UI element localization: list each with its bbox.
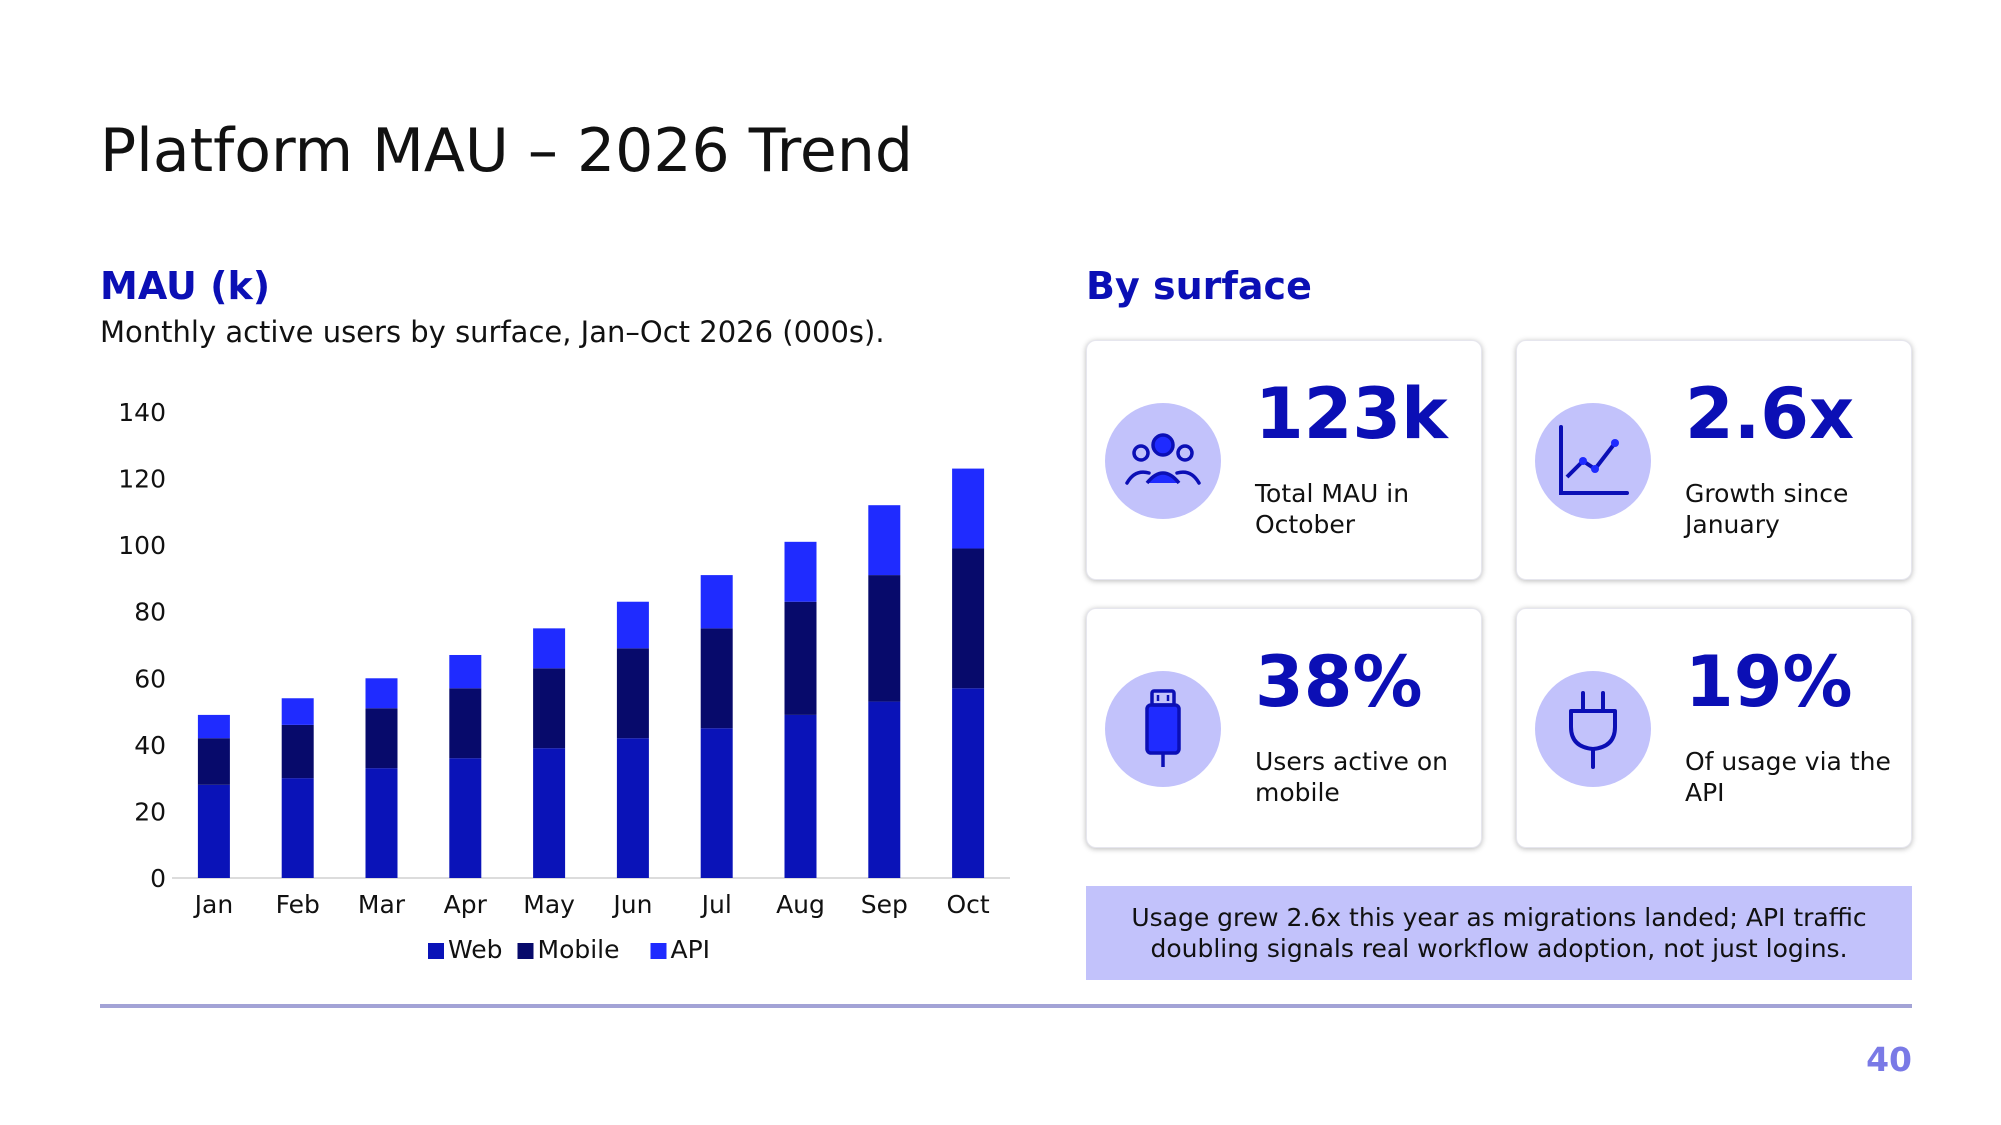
y-tick-label: 100 [118,531,166,560]
bar-web-jun [616,738,649,878]
x-tick-label: Oct [946,890,989,919]
bar-mobile-aug [784,601,817,715]
stat-card-api: 19% Of usage via the API [1516,608,1912,848]
footer-divider [100,1004,1912,1008]
cards-heading: By surface [1086,264,1312,308]
bar-web-mar [365,768,398,878]
stacked-bar-chart: 0 20 40 60 80 100 120 140 Jan Feb Mar Apr May Jun Jul A… [118,398,1010,964]
bar-api-oct [952,468,985,549]
x-tick-label: Apr [444,890,488,919]
legend-swatch-mobile [517,943,534,959]
legend-label-web: Web [448,935,503,964]
x-tick-label: Jun [611,890,652,919]
bar-mobile-apr [449,688,482,759]
stat-label: Users active on mobile [1255,747,1449,807]
bar-api-jul [700,575,733,629]
stat-card-mobile: 38% Users active on mobile [1086,608,1482,848]
x-tick-label: Jul [700,890,732,919]
stat-value: 19% [1685,641,1853,723]
bar-mobile-may [533,668,566,749]
y-tick-label: 120 [118,465,166,494]
bar-web-sep [868,701,901,878]
page-number: 40 [1866,1040,1912,1079]
chart-heading: MAU (k) [100,264,271,308]
bar-api-jan [197,714,230,739]
bar-api-may [533,628,566,669]
stat-value: 2.6x [1685,373,1855,455]
bar-mobile-jun [616,648,649,739]
bar-mobile-oct [952,548,985,689]
y-tick-label: 80 [134,598,166,627]
x-tick-label: Mar [358,890,406,919]
mobile-device-icon [1105,671,1221,787]
x-tick-label: Aug [776,890,825,919]
y-tick-label: 60 [134,664,166,693]
line-chart-icon [1535,403,1651,519]
chart-subtitle: Monthly active users by surface, Jan–Oct… [100,315,885,349]
legend-swatch-web [428,943,444,959]
bar-web-feb [281,778,314,878]
bar-mobile-jan [197,738,230,785]
stat-label: Of usage via the API [1685,747,1891,807]
bar-mobile-mar [365,708,398,769]
bar-web-jan [197,784,230,878]
stat-card-total-mau: 123k Total MAU in October [1086,340,1482,580]
stat-label: Growth since January [1685,479,1849,539]
stat-card-growth: 2.6x Growth since January [1516,340,1912,580]
bar-mobile-feb [281,724,314,779]
legend-label-api: API [671,935,711,964]
insight-callout: Usage grew 2.6x this year as migrations … [1086,886,1912,980]
stat-label: Total MAU in October [1255,479,1410,539]
bar-web-may [533,748,566,878]
legend-label-mobile: Mobile [538,935,620,964]
x-tick-label: Feb [276,890,320,919]
bar-api-feb [281,698,314,725]
slide-title: Platform MAU – 2026 Trend [100,116,913,186]
bar-web-aug [784,714,817,878]
bar-web-jul [700,728,733,878]
bar-mobile-sep [868,575,901,702]
legend-swatch-api [650,943,667,959]
y-tick-label: 140 [118,398,166,427]
y-tick-label: 0 [150,864,166,893]
x-tick-label: Sep [861,890,908,919]
stat-value: 38% [1255,641,1423,723]
bar-web-oct [952,688,985,878]
plug-icon [1535,671,1651,787]
bar-web-apr [449,758,482,878]
bar-api-sep [868,505,901,576]
x-tick-label: May [523,890,575,919]
y-tick-label: 20 [134,797,166,826]
stat-value: 123k [1255,373,1448,455]
bar-mobile-jul [700,628,733,729]
x-tick-label: Jan [193,890,234,919]
callout-text: Usage grew 2.6x this year as migrations … [1131,902,1867,963]
bar-api-mar [365,678,398,709]
bar-api-apr [449,654,482,689]
bar-api-jun [616,601,649,649]
bar-api-aug [784,541,817,602]
users-icon [1105,403,1221,519]
y-tick-label: 40 [134,731,166,760]
